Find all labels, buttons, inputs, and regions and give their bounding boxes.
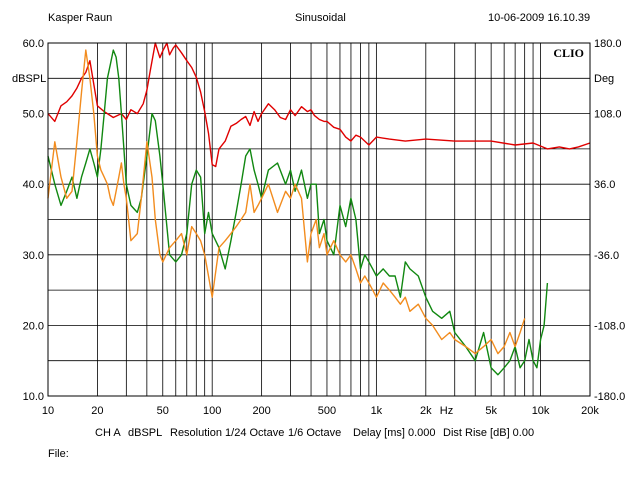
series-line-1 xyxy=(47,42,591,168)
y-tick-label: 60.0 xyxy=(23,38,44,50)
units-label: dBSPL xyxy=(128,427,163,439)
x-tick-label: 20k xyxy=(581,405,599,417)
x-tick-label: 5k xyxy=(485,405,497,417)
x-tick-label: 50 xyxy=(157,405,169,417)
axis-labels: 60.0 50.0 40.0 30.0 20.0 10.0 180.0 108.0 36.0 -3… xyxy=(23,38,626,417)
clio-logo: CLIO xyxy=(553,46,584,60)
file-label: File: xyxy=(48,448,69,460)
x-tick-label: 1k xyxy=(371,405,383,417)
y-tick-label: 20.0 xyxy=(23,320,44,332)
y-tick-label: 30.0 xyxy=(23,250,44,262)
resolution-label: Resolution 1/24 Octave xyxy=(170,427,285,439)
mode-label: Sinusoidal xyxy=(295,12,346,24)
delay-label: Delay [ms] 0.000 xyxy=(353,427,436,439)
x-tick-label: 2k xyxy=(420,405,432,417)
y-tick-label: 50.0 xyxy=(23,109,44,121)
datetime-label: 10-06-2009 16.10.39 xyxy=(488,12,591,24)
channel-label: CH A xyxy=(95,427,121,439)
x-tick-label: 200 xyxy=(252,405,270,417)
y2-axis-label: Deg xyxy=(594,73,614,85)
y2-tick-label: -108.0 xyxy=(594,320,625,332)
y-axis-label: dBSPL xyxy=(12,73,46,85)
smoothing-label: 1/6 Octave xyxy=(288,427,342,439)
author-label: Kasper Raun xyxy=(48,12,113,24)
plot-frame xyxy=(47,42,591,397)
y2-tick-label: -180.0 xyxy=(594,391,625,403)
x-tick-label: 500 xyxy=(318,405,336,417)
series-line-2 xyxy=(47,49,549,376)
series-line-3 xyxy=(47,49,526,355)
y-tick-label: 10.0 xyxy=(23,391,44,403)
series-group xyxy=(47,42,591,376)
y-tick-label: 40.0 xyxy=(23,179,44,191)
y2-tick-label: 180.0 xyxy=(594,38,622,50)
x-tick-label: 100 xyxy=(203,405,221,417)
y2-tick-label: -36.0 xyxy=(594,250,619,262)
dist-rise-label: Dist Rise [dB] 0.00 xyxy=(443,427,535,439)
y2-tick-label: 36.0 xyxy=(594,179,615,191)
y2-tick-label: 108.0 xyxy=(594,109,622,121)
x-axis-label: Hz xyxy=(440,405,453,417)
x-tick-label: 10 xyxy=(42,405,54,417)
x-tick-label: 10k xyxy=(532,405,550,417)
x-tick-label: 20 xyxy=(91,405,103,417)
